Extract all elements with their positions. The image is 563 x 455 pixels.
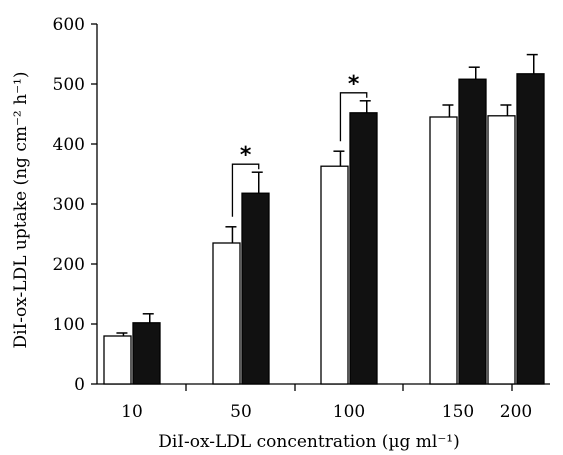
bar-open-50 — [212, 242, 241, 385]
y-tick-label: 400 — [53, 135, 85, 155]
bar-open-200 — [487, 115, 516, 385]
y-tick-label: 200 — [53, 255, 85, 275]
y-axis-title: DiI-ox-LDL uptake (ng cm⁻² h⁻¹) — [11, 71, 31, 348]
y-tick-label: 100 — [53, 315, 85, 335]
x-axis: 10 50 100 150 200 — [97, 383, 550, 422]
x-axis-title: DiI-ox-LDL concentration (µg ml⁻¹) — [158, 432, 460, 452]
bar-filled-150 — [458, 78, 487, 385]
x-tick-label: 100 — [333, 402, 365, 422]
bar-filled-100 — [349, 112, 378, 385]
x-tick-label: 150 — [442, 402, 474, 422]
bar-filled-10 — [132, 322, 161, 385]
significance-bracket — [339, 92, 368, 142]
error-bars-group — [116, 53, 538, 336]
x-tick-label: 200 — [500, 402, 532, 422]
y-tick-label: 300 — [53, 195, 85, 215]
significance-star: * — [240, 143, 252, 168]
x-tick-label: 50 — [230, 402, 252, 422]
x-tick-label: 10 — [121, 402, 143, 422]
bar-open-100 — [320, 165, 349, 385]
significance-annotations: ** — [231, 72, 368, 217]
bar-filled-50 — [241, 192, 270, 385]
y-tick-label: 600 — [53, 15, 85, 35]
significance-star: * — [348, 72, 360, 97]
bar-open-150 — [429, 116, 458, 385]
bar-filled-200 — [516, 73, 545, 385]
y-tick-label: 0 — [74, 375, 85, 395]
bars-group — [103, 73, 545, 385]
y-axis: 0 100 200 300 400 500 600 — [53, 15, 98, 395]
y-tick-label: 500 — [53, 75, 85, 95]
significance-bracket — [231, 163, 260, 217]
bar-open-10 — [103, 335, 132, 385]
